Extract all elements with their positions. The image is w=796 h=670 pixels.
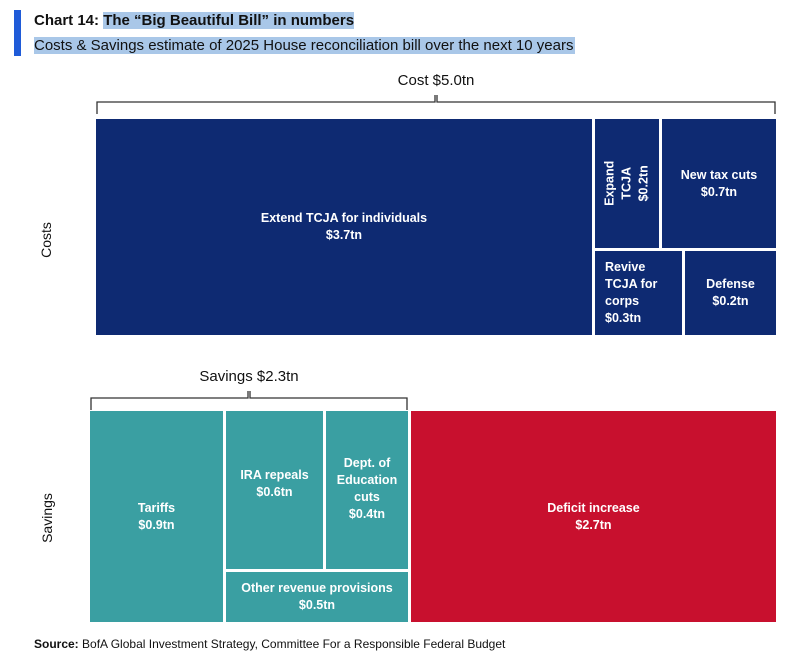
block-new-tax-cuts: New tax cuts $0.7tn	[662, 119, 776, 248]
block-label: Tariffs	[137, 500, 176, 515]
cost-brace	[96, 95, 776, 114]
block-ira-repeals: IRA repeals $0.6tn	[226, 411, 323, 569]
block-value: $0.6tn	[256, 484, 293, 499]
block-label: Deficit increase	[547, 500, 640, 515]
block-extend-tcja-individuals: Extend TCJA for individuals $3.7tn	[96, 119, 592, 335]
savings-axis-label: Savings	[38, 493, 55, 543]
block-tariffs: Tariffs $0.9tn	[90, 411, 223, 622]
cost-total-label: Cost $5.0tn	[397, 72, 475, 89]
chart-number: Chart 14:	[34, 12, 100, 29]
block-value: $0.3tn	[605, 310, 642, 325]
source-label: Source:	[34, 637, 79, 651]
block-vertical-text: Expand TCJA $0.2tn	[602, 152, 653, 216]
block-value: $0.5tn	[298, 598, 336, 612]
block-value: $2.7tn	[575, 517, 612, 532]
chart-subtitle: Costs & Savings estimate of 2025 House r…	[34, 37, 576, 54]
block-value: $3.7tn	[325, 228, 363, 242]
block-label: Expand TCJA	[602, 160, 634, 207]
block-dept-education-cuts: Dept. of Education cuts $0.4tn	[326, 411, 408, 569]
block-label: Extend TCJA for individuals	[260, 211, 428, 226]
chart-title-text: The “Big Beautiful Bill” in numbers	[103, 12, 355, 29]
block-label: Dept. of Education cuts	[336, 456, 398, 504]
savings-total-label: Savings $2.3tn	[199, 368, 299, 385]
block-value: $0.2tn	[712, 294, 749, 308]
block-label: IRA repeals	[240, 468, 309, 482]
block-expand-tcja: Expand TCJA $0.2tn	[595, 119, 659, 248]
block-value: $0.9tn	[138, 517, 175, 532]
source-text: BofA Global Investment Strategy, Committ…	[82, 637, 506, 651]
block-label: Defense	[706, 277, 755, 292]
block-deficit-increase: Deficit increase $2.7tn	[411, 411, 776, 622]
costs-axis-label: Costs	[37, 222, 54, 258]
block-other-revenue: Other revenue provisions $0.5tn	[226, 572, 408, 622]
block-revive-tcja-corps: Revive TCJA for corps $0.3tn	[595, 251, 682, 335]
title-accent-bar	[14, 10, 21, 56]
block-defense: Defense $0.2tn	[685, 251, 776, 335]
source-note: Source: BofA Global Investment Strategy,…	[34, 637, 505, 651]
block-label: Revive TCJA for corps	[605, 260, 658, 308]
block-label: New tax cuts	[680, 167, 758, 182]
block-label: Other revenue provisions	[241, 581, 393, 596]
block-value: $0.7tn	[700, 184, 738, 199]
block-value: $0.4tn	[348, 506, 386, 521]
block-value: $0.2tn	[636, 165, 651, 202]
savings-brace	[90, 391, 408, 410]
chart-title: Chart 14: The “Big Beautiful Bill” in nu…	[34, 12, 355, 29]
